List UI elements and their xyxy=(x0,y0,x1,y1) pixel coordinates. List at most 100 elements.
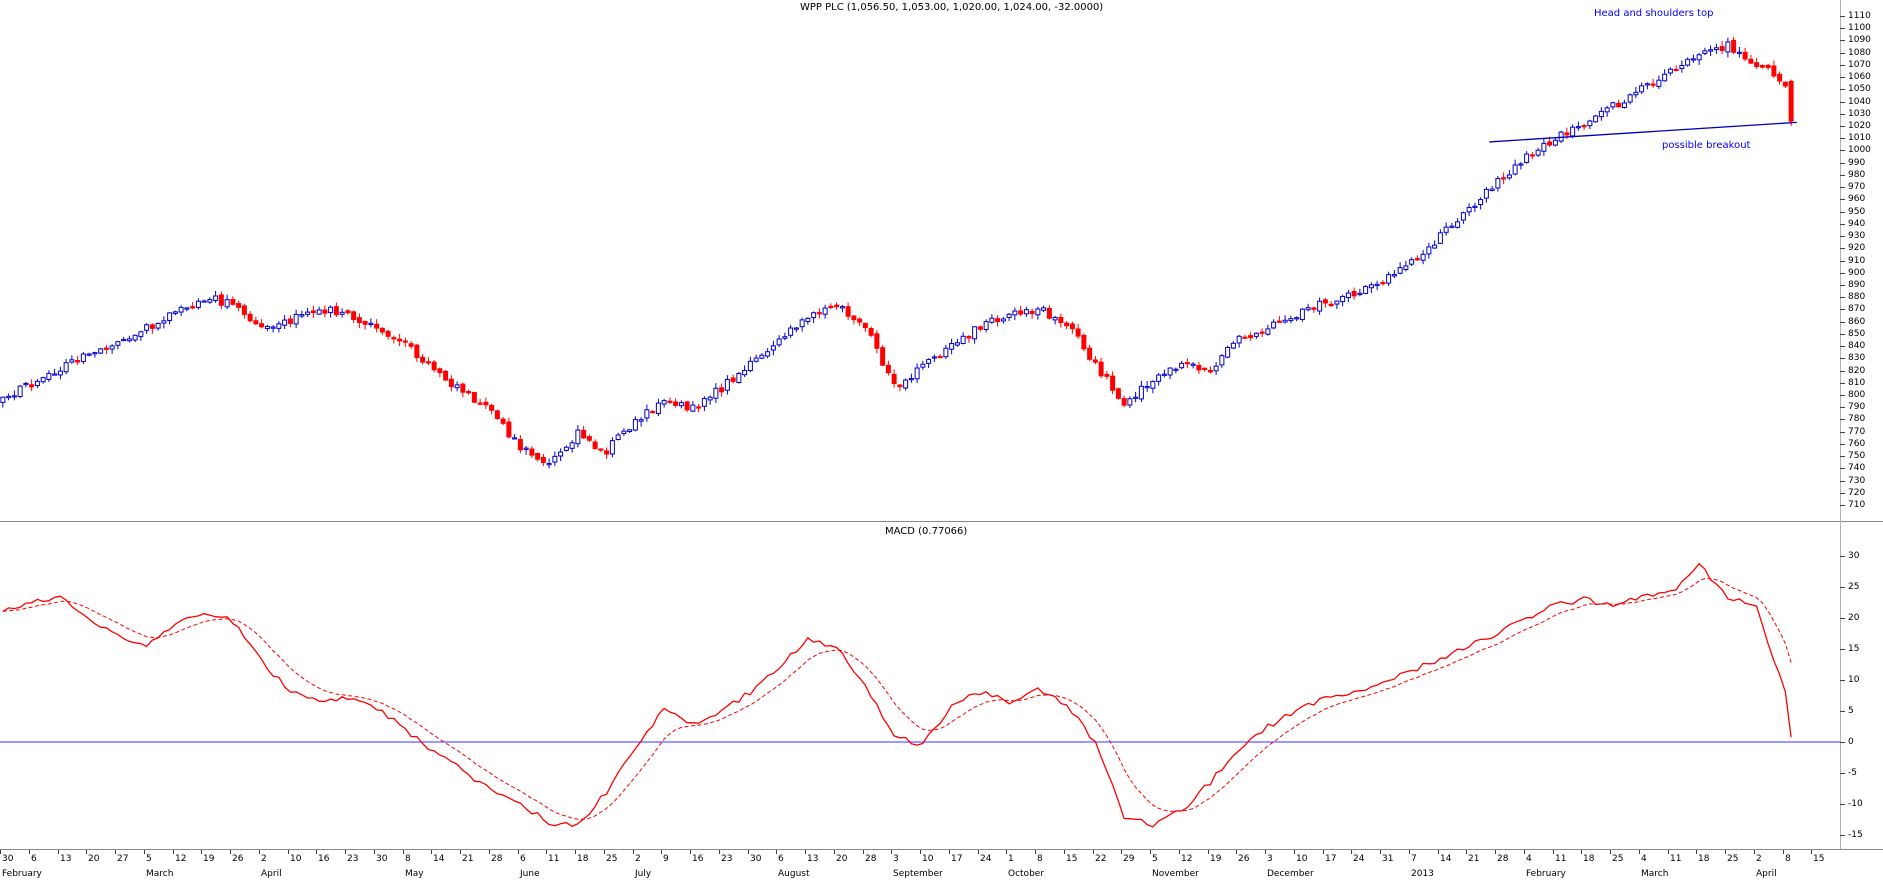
candle-body xyxy=(615,434,621,441)
candle-body xyxy=(1064,322,1070,327)
x-day-label: 20 xyxy=(836,854,848,864)
candle-body xyxy=(1173,368,1179,371)
axis-tick xyxy=(374,850,375,854)
candle-body xyxy=(1397,267,1403,274)
candle-body xyxy=(1305,307,1311,311)
candle-body xyxy=(155,322,161,329)
x-day-label: 30 xyxy=(750,854,762,864)
candle-body xyxy=(1253,332,1259,337)
candle-body xyxy=(46,372,52,380)
price-tick-label: 750 xyxy=(1848,451,1866,461)
price-tick-label: 710 xyxy=(1848,500,1866,510)
candle-body xyxy=(1512,164,1518,175)
candle-body xyxy=(1391,274,1397,277)
macd-tick-label: 30 xyxy=(1848,551,1860,561)
price-tick-label: 1050 xyxy=(1848,84,1871,94)
x-day-label: 30 xyxy=(2,854,14,864)
candle-body xyxy=(1311,307,1317,310)
candle-body xyxy=(1679,64,1685,69)
x-day-label: 19 xyxy=(1210,854,1222,864)
candle-body xyxy=(17,385,23,398)
candle-body xyxy=(322,309,328,314)
candle-body xyxy=(1110,375,1116,391)
candle-body xyxy=(1035,308,1041,316)
axis-tick xyxy=(575,850,576,854)
x-month-label: May xyxy=(405,869,424,879)
candle-body xyxy=(1081,334,1087,350)
candle-body xyxy=(770,345,776,351)
candle-body xyxy=(908,378,914,381)
candle-body xyxy=(52,373,58,376)
axis-tick xyxy=(1639,850,1640,854)
price-tick-label: 740 xyxy=(1848,463,1866,473)
macd-title: MACD (0.77066) xyxy=(885,526,968,537)
macd-tick-label: -5 xyxy=(1848,768,1857,778)
candle-body xyxy=(696,406,702,409)
x-day-label: 28 xyxy=(491,854,503,864)
candle-body xyxy=(1225,346,1231,358)
candle-body xyxy=(121,338,127,342)
candle-body xyxy=(1351,291,1357,297)
x-day-label: 25 xyxy=(1727,854,1739,864)
x-day-label: 14 xyxy=(1440,854,1452,864)
x-day-label: 8 xyxy=(1785,854,1791,864)
x-day-label: 5 xyxy=(146,854,152,864)
candlestick-plot[interactable] xyxy=(0,0,1840,522)
candle-body xyxy=(1777,73,1783,82)
axis-tick xyxy=(1438,850,1439,854)
x-day-label: 24 xyxy=(980,854,992,864)
candle-body xyxy=(1069,323,1075,330)
price-tick-label: 900 xyxy=(1848,268,1866,278)
price-tick-label: 1020 xyxy=(1848,121,1871,131)
candle-body xyxy=(1190,363,1196,366)
candle-body xyxy=(753,357,759,362)
candle-body xyxy=(1639,85,1645,93)
x-axis-line xyxy=(0,849,1883,850)
candle-body xyxy=(247,313,253,322)
candle-body xyxy=(1236,335,1242,344)
candle-body xyxy=(144,324,150,331)
candle-body xyxy=(885,364,891,374)
candle-body xyxy=(1489,188,1495,192)
candle-body xyxy=(701,398,707,407)
x-day-label: 10 xyxy=(922,854,934,864)
x-month-label: April xyxy=(1756,869,1777,879)
candle-body xyxy=(161,320,167,324)
macd-plot[interactable] xyxy=(0,522,1840,850)
macd-line xyxy=(2,562,1792,828)
price-tick-label: 810 xyxy=(1848,378,1866,388)
axis-tick xyxy=(58,850,59,854)
candle-body xyxy=(132,334,138,341)
axis-tick xyxy=(431,850,432,854)
candle-body xyxy=(374,323,380,329)
price-tick-label: 990 xyxy=(1848,158,1866,168)
candle-body xyxy=(1529,154,1535,157)
candle-body xyxy=(368,322,374,325)
x-day-label: 14 xyxy=(433,854,445,864)
candle-body xyxy=(903,379,909,389)
x-day-label: 31 xyxy=(1382,854,1394,864)
axis-tick xyxy=(719,850,720,854)
price-tick-label: 820 xyxy=(1848,366,1866,376)
candle-body xyxy=(1598,110,1604,118)
candle-body xyxy=(684,401,690,411)
x-day-label: 2 xyxy=(635,854,641,864)
candle-body xyxy=(1662,73,1668,82)
candle-body xyxy=(1058,316,1064,324)
candle-body xyxy=(397,338,403,342)
x-day-label: 17 xyxy=(951,854,963,864)
price-tick-label: 1000 xyxy=(1848,145,1871,155)
candle-body xyxy=(1288,318,1294,322)
candle-body xyxy=(851,315,857,321)
x-day-label: 29 xyxy=(1123,854,1135,864)
price-tick-label: 890 xyxy=(1848,280,1866,290)
candle-body xyxy=(690,404,696,412)
trendline[interactable] xyxy=(1489,121,1797,143)
candle-body xyxy=(1581,125,1587,128)
candle-body xyxy=(707,396,713,401)
candle-body xyxy=(765,351,771,357)
axis-tick xyxy=(805,850,806,854)
candle-body xyxy=(98,348,104,354)
candle-body xyxy=(966,335,972,339)
